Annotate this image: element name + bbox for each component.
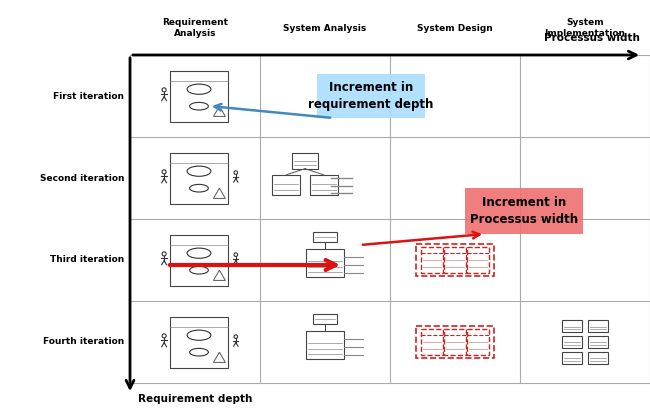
Bar xyxy=(467,247,489,273)
Ellipse shape xyxy=(187,166,211,176)
Bar xyxy=(170,70,228,122)
Text: Third iteration: Third iteration xyxy=(50,255,124,265)
Bar xyxy=(306,331,344,359)
Bar xyxy=(588,352,608,364)
Ellipse shape xyxy=(187,330,211,340)
Text: Fourth iteration: Fourth iteration xyxy=(43,337,124,346)
Bar xyxy=(421,329,443,355)
Bar xyxy=(417,243,493,276)
Ellipse shape xyxy=(187,84,211,94)
Text: Requirement
Analysis: Requirement Analysis xyxy=(162,18,228,38)
Text: System
Implementation: System Implementation xyxy=(545,18,625,38)
Bar xyxy=(421,247,443,273)
Bar xyxy=(562,321,582,332)
Ellipse shape xyxy=(190,102,209,110)
Bar xyxy=(170,316,228,368)
Bar xyxy=(465,188,583,234)
Bar xyxy=(292,153,318,169)
Bar xyxy=(306,249,344,277)
Bar xyxy=(445,329,465,355)
Ellipse shape xyxy=(190,267,209,274)
Bar xyxy=(417,325,493,358)
Ellipse shape xyxy=(190,185,209,192)
Text: Second iteration: Second iteration xyxy=(40,173,124,183)
Bar xyxy=(272,175,300,195)
Bar xyxy=(562,352,582,364)
Text: Processus width: Processus width xyxy=(544,33,640,43)
Bar xyxy=(562,336,582,348)
Bar xyxy=(467,329,489,355)
Bar xyxy=(313,232,337,242)
Ellipse shape xyxy=(190,349,209,356)
Text: Increment in
Processus width: Increment in Processus width xyxy=(470,196,578,226)
Text: Requirement depth: Requirement depth xyxy=(138,394,252,404)
Bar xyxy=(309,175,338,195)
Bar xyxy=(445,247,465,273)
Text: Increment in
requirement depth: Increment in requirement depth xyxy=(308,81,434,111)
Bar xyxy=(170,152,228,204)
Bar xyxy=(588,321,608,332)
Bar xyxy=(313,314,337,324)
Text: First iteration: First iteration xyxy=(53,91,124,101)
Text: System Analysis: System Analysis xyxy=(283,23,367,33)
Bar xyxy=(170,234,228,286)
Bar xyxy=(317,74,425,118)
Bar xyxy=(588,336,608,348)
Ellipse shape xyxy=(187,248,211,258)
Text: System Design: System Design xyxy=(417,23,493,33)
